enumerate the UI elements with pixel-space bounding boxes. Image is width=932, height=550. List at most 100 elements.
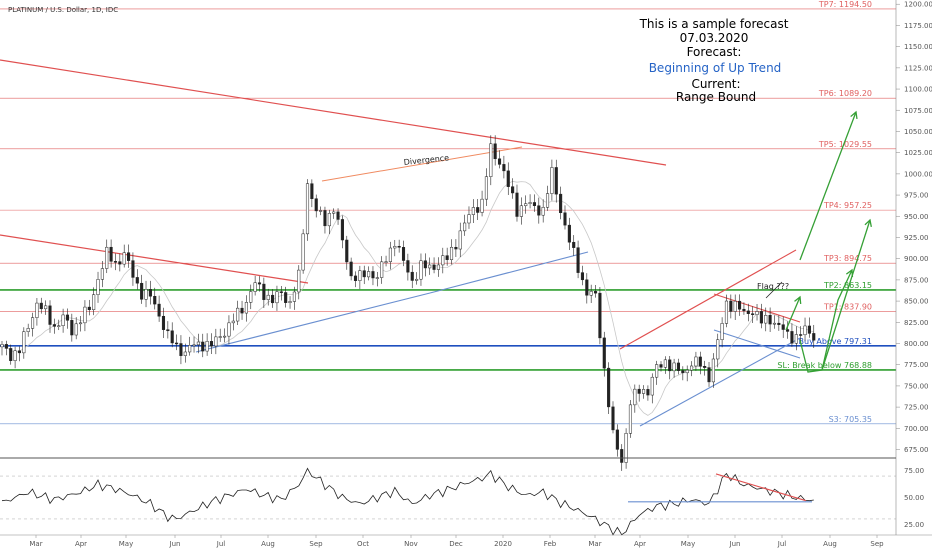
flag-pointer [765,281,783,299]
forecast-box: This is a sample forecast 07.03.2020 For… [639,17,789,104]
candle-body [550,167,554,194]
y-tick-label: 1100.00 [904,86,932,94]
candle [65,308,70,329]
resistance-trendline-upper [0,59,667,166]
candle [397,239,401,253]
candle [349,257,353,281]
candle-body [489,143,493,177]
candle [602,331,606,377]
candle [742,302,746,315]
candle-body [61,314,65,326]
candle-body [484,176,488,200]
candle-body [716,339,720,360]
candle-body [497,158,502,165]
x-tick-label: Jul [216,540,226,548]
candle-body [371,271,375,279]
candle [729,294,733,319]
candle-body [192,344,196,347]
candle-body [31,317,35,329]
candles [0,135,816,471]
y-tick-label: 1025.00 [904,149,932,157]
forecast-line-6: Range Bound [676,90,756,104]
candle-body [367,271,371,278]
level-label: TP6: 1089.20 [818,89,872,98]
candle [401,240,406,267]
candle-body [205,341,209,352]
candle [471,199,475,223]
candle-body [803,325,807,336]
candle [201,333,205,358]
y-tick-label: 725.00 [904,404,929,412]
candle [327,209,331,235]
candle-body [593,291,598,294]
candle-body [253,282,257,292]
y-tick-label: 900.00 [904,255,929,263]
candle [807,317,811,338]
rsi-panel: 25.00 50.00 75.00 [0,467,924,536]
forecast-arrows [785,110,872,373]
candle [406,253,410,281]
candle [109,239,113,268]
candle-body [493,143,497,160]
candle-body [506,170,510,187]
candle [445,247,449,266]
candle [593,284,598,298]
candle [231,313,235,331]
candle [415,272,419,285]
candle [681,366,685,381]
candle-body [393,246,397,249]
candle-body [22,331,26,354]
flag-lower [713,329,801,359]
candle-body [537,205,541,216]
candle-body [157,303,161,317]
flag-label: Flag ??? [757,282,789,291]
x-tick-label: Sep [870,540,884,548]
candle-body [672,362,676,372]
candle [122,244,126,268]
candle [497,150,502,169]
candle-body [319,210,323,212]
candle [393,239,397,257]
candle-body [676,362,681,371]
candle [781,316,785,338]
candle [463,214,467,236]
candle [476,199,480,220]
candle-body [445,255,449,260]
candle-body [284,292,288,303]
candle-body [628,404,633,434]
channel-lower [639,337,801,427]
candle [659,361,663,372]
candle [589,284,593,304]
candle-body [707,367,711,383]
candle-body [611,406,615,431]
candle-body [236,307,240,322]
y-tick-label: 750.00 [904,382,929,390]
candle-body [742,308,746,312]
candle [545,185,550,211]
candle [572,235,576,256]
resistance-trendline-lower [0,234,309,284]
candle [642,385,646,399]
candle [214,328,218,355]
candle [48,300,52,333]
arrow-to-tp4-head [864,218,872,227]
candle [685,365,689,382]
x-tick-label: Dec [449,540,463,548]
candle-body [135,277,139,284]
candle-body [144,289,148,300]
candle [768,307,772,333]
candle [633,384,637,413]
candle [698,351,702,375]
candle [279,285,283,301]
candle [135,269,139,290]
candle-body [751,313,755,315]
candle-body [340,219,344,241]
candle-body [467,214,471,224]
candle-body [690,365,694,371]
y-tick-label: 975.00 [904,192,929,200]
candle-body [44,305,48,310]
candle [144,280,148,308]
forecast-line-2: 07.03.2020 [680,31,749,45]
candle-body [681,370,685,374]
candle-body [262,283,266,300]
